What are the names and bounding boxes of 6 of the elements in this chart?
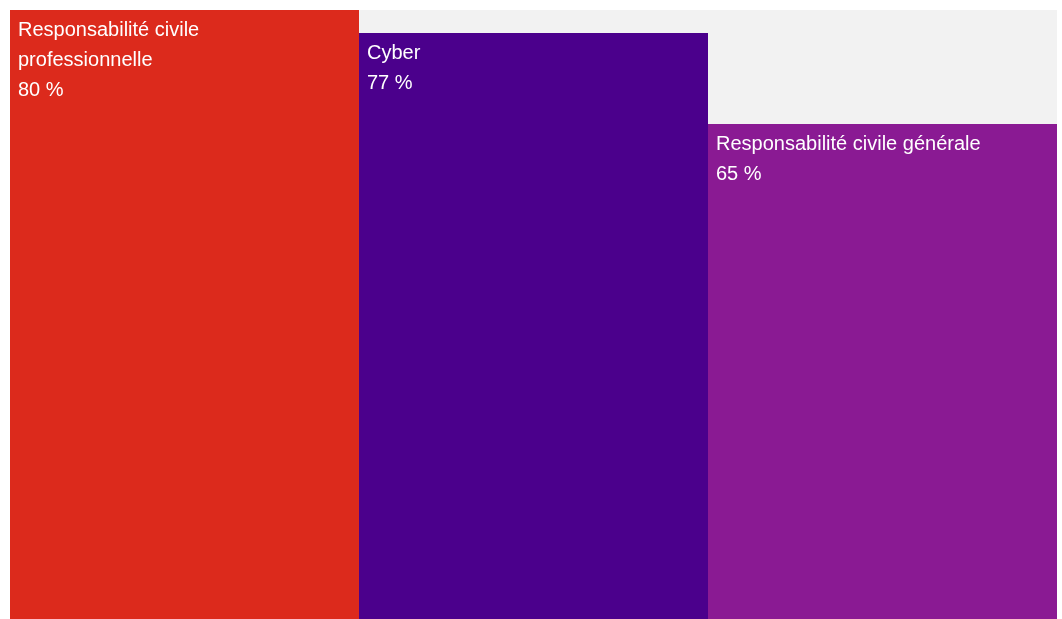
x-tick-label: Responsabilité civile générale bbox=[716, 131, 981, 157]
x-tick-label: Responsabilité civile professionnelle bbox=[18, 17, 200, 72]
data-label: 80 % bbox=[18, 77, 64, 102]
data-label: 65 % bbox=[716, 161, 762, 187]
x-tick-label: Cyber bbox=[367, 39, 421, 65]
data-label: 77 % bbox=[367, 69, 413, 95]
